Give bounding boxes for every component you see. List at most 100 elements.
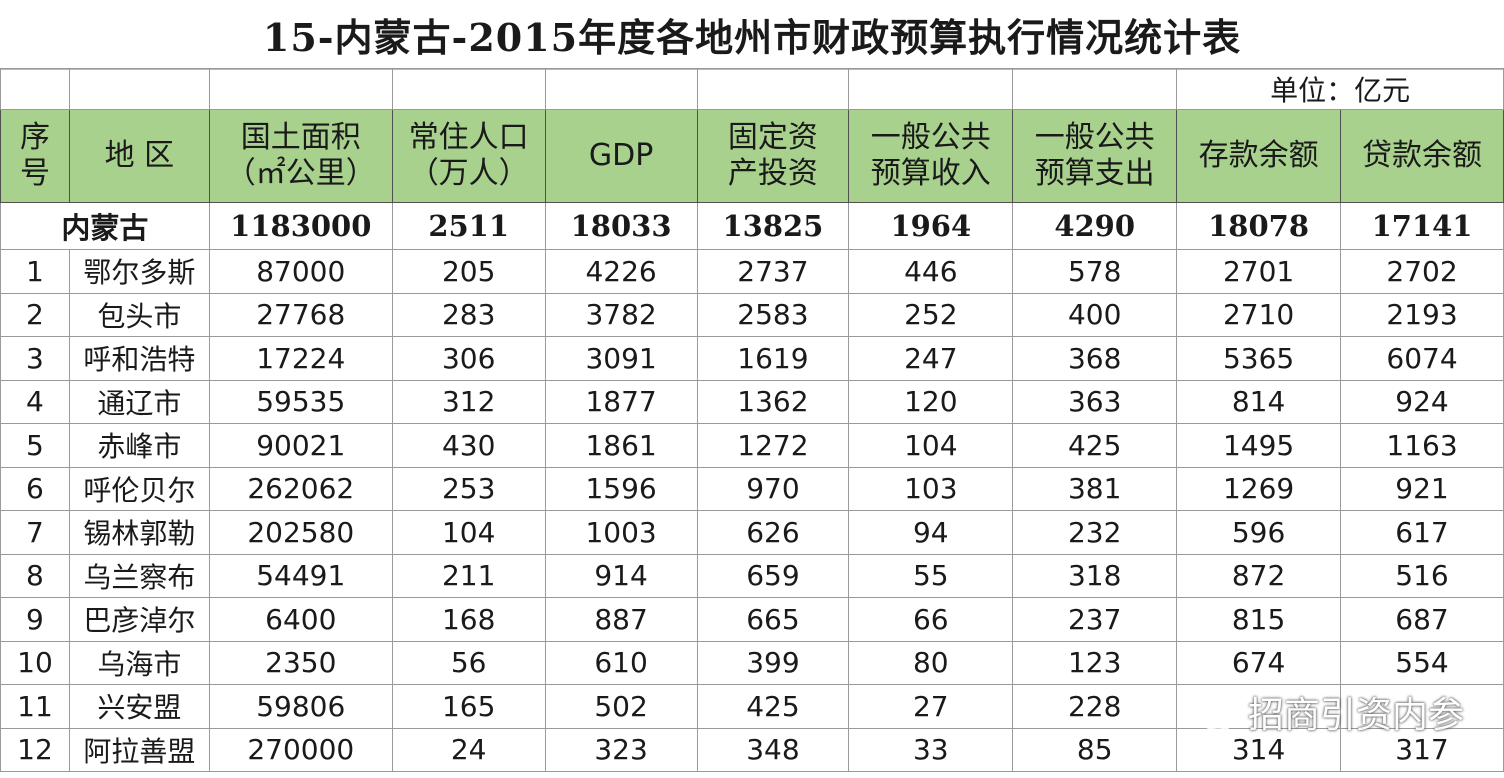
- table-cell: 253: [391, 466, 546, 511]
- table-cell: 80: [848, 640, 1014, 685]
- table-cell: 363: [1012, 379, 1178, 424]
- column-header-line: 产投资: [727, 156, 818, 191]
- table-cell: 5365: [1176, 336, 1342, 381]
- table-cell: 252: [848, 292, 1014, 337]
- table-cell: 120: [848, 379, 1014, 424]
- column-header-line: 一般公共: [870, 120, 991, 155]
- table-cell: 887: [544, 597, 698, 642]
- total-cell: 18078: [1176, 202, 1342, 250]
- row-index: 1: [0, 249, 70, 294]
- header-row: 序号地 区国土面积 （㎡公里） 常住人口 （万人） GDP 固定资 产投资 一般公共 预算收入一…: [0, 109, 1504, 203]
- column-header-line: 国土面积: [240, 120, 361, 155]
- table-cell: 104: [391, 510, 546, 555]
- table-cell: 33: [848, 727, 1014, 772]
- column-header-line: （万人）: [408, 156, 529, 191]
- table-cell: 90021: [208, 423, 393, 468]
- table-cell: 516: [1340, 553, 1504, 598]
- table-cell: 617: [1340, 510, 1504, 555]
- row-index: 2: [0, 292, 70, 337]
- table-cell: 85: [1012, 727, 1178, 772]
- table-cell: 425: [696, 684, 850, 729]
- region-name: 阿拉善盟: [68, 727, 210, 772]
- table-cell: 687: [1340, 597, 1504, 642]
- table-cell: 674: [1176, 640, 1342, 685]
- watermark: 招商引资内参: [1180, 686, 1464, 738]
- table-cell: 2702: [1340, 249, 1504, 294]
- table-row: 4 通辽市 59535 312 1877 1362 120 363 814 924: [0, 379, 1504, 424]
- region-name: 呼伦贝尔: [68, 466, 210, 511]
- table-cell: 283: [391, 292, 546, 337]
- column-header: 地 区: [68, 109, 210, 203]
- table-cell: 270000: [208, 727, 393, 772]
- table-cell: 6400: [208, 597, 393, 642]
- column-header: 常住人口 （万人）: [391, 109, 546, 203]
- total-row: 内蒙古 1183000 2511 18033 13825 1964 4290 18078 171…: [0, 202, 1504, 250]
- region-name: 乌海市: [68, 640, 210, 685]
- table-cell: 425: [1012, 423, 1178, 468]
- column-header-line: （㎡公里）: [225, 156, 376, 191]
- table-cell: 232: [1012, 510, 1178, 555]
- row-index: 5: [0, 423, 70, 468]
- table-row: 12 阿拉善盟 270000 24 323 348 33 85 314 317: [0, 727, 1504, 772]
- total-cell: 1183000: [208, 202, 393, 250]
- region-name: 通辽市: [68, 379, 210, 424]
- table-cell: 665: [696, 597, 850, 642]
- row-index: 8: [0, 553, 70, 598]
- column-header-line: 预算支出: [1034, 156, 1155, 191]
- table-cell: 94: [848, 510, 1014, 555]
- table-row: 8 乌兰察布 54491 211 914 659 55 318 872 516: [0, 553, 1504, 598]
- table-cell: 168: [391, 597, 546, 642]
- table-cell: 2193: [1340, 292, 1504, 337]
- table-cell: 104: [848, 423, 1014, 468]
- region-name: 巴彦淖尔: [68, 597, 210, 642]
- column-header-line: 一般公共: [1034, 120, 1155, 155]
- table-cell: 27768: [208, 292, 393, 337]
- table-row: 7 锡林郭勒 202580 104 1003 626 94 232 596 617: [0, 510, 1504, 555]
- region-name: 鄂尔多斯: [68, 249, 210, 294]
- row-index: 9: [0, 597, 70, 642]
- table-cell: 914: [544, 553, 698, 598]
- table-cell: 55: [848, 553, 1014, 598]
- unit-row: 单位：亿元: [0, 68, 1504, 110]
- table-cell: 1877: [544, 379, 698, 424]
- table-row: 10 乌海市 2350 56 610 399 80 123 674 554: [0, 640, 1504, 685]
- table-cell: 314: [1176, 727, 1342, 772]
- column-header: GDP: [544, 109, 698, 203]
- table-cell: 87000: [208, 249, 393, 294]
- table-cell: 596: [1176, 510, 1342, 555]
- total-region: 内蒙古: [0, 202, 210, 250]
- row-index: 11: [0, 684, 70, 729]
- table-cell: 578: [1012, 249, 1178, 294]
- table-cell: 814: [1176, 379, 1342, 424]
- table-cell: 123: [1012, 640, 1178, 685]
- column-header-line: 贷款余额: [1362, 138, 1483, 173]
- row-index: 12: [0, 727, 70, 772]
- table-row: 3 呼和浩特 17224 306 3091 1619 247 368 5365 6074: [0, 336, 1504, 381]
- table-cell: 211: [391, 553, 546, 598]
- column-header-line: 常住人口: [408, 120, 529, 155]
- table-cell: 368: [1012, 336, 1178, 381]
- table-cell: 59535: [208, 379, 393, 424]
- row-index: 7: [0, 510, 70, 555]
- total-cell: 18033: [544, 202, 698, 250]
- column-header-line: 号: [19, 156, 50, 191]
- table-cell: 317: [1340, 727, 1504, 772]
- table-cell: 59806: [208, 684, 393, 729]
- unit-label: 单位：亿元: [1176, 68, 1504, 110]
- table-cell: 66: [848, 597, 1014, 642]
- table-cell: 228: [1012, 684, 1178, 729]
- row-index: 10: [0, 640, 70, 685]
- table-cell: 6074: [1340, 336, 1504, 381]
- table-cell: 2737: [696, 249, 850, 294]
- table-cell: 872: [1176, 553, 1342, 598]
- table-cell: 970: [696, 466, 850, 511]
- table-cell: 27: [848, 684, 1014, 729]
- wechat-icon: [1180, 689, 1238, 735]
- table-cell: 237: [1012, 597, 1178, 642]
- table-cell: 202580: [208, 510, 393, 555]
- stats-table: 单位：亿元 序号地 区国土面积 （㎡公里） 常住人口 （万人） GDP 固定资 产投资 一般公…: [0, 68, 1504, 772]
- table-row: 11 兴安盟 59806 165 502 425 27 228: [0, 684, 1504, 729]
- row-index: 3: [0, 336, 70, 381]
- region-name: 包头市: [68, 292, 210, 337]
- region-name: 赤峰市: [68, 423, 210, 468]
